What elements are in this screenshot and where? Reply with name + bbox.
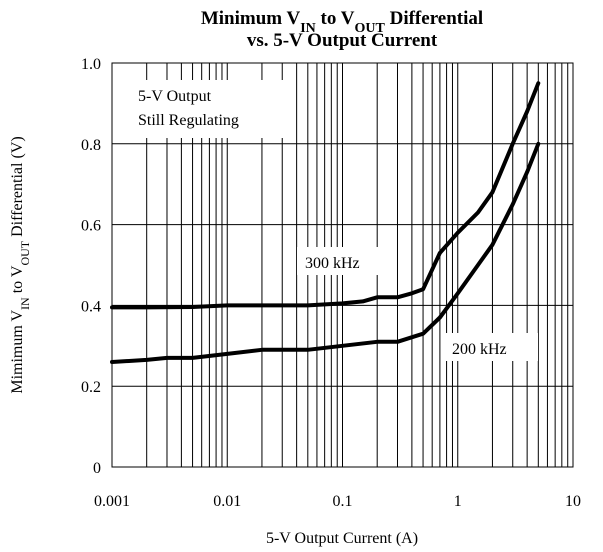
series-layer	[110, 81, 541, 364]
plot-frame	[111, 62, 574, 468]
regulating-note-line1: 5-V Output	[138, 88, 212, 105]
x-tick-label: 0.001	[94, 493, 130, 510]
y-axis-label: Mimimum VIN to VOUT Differential (V)	[9, 136, 32, 393]
label-300khz-box	[297, 247, 389, 275]
x-tick-label: 0.01	[213, 493, 241, 510]
x-tick-label: 1	[454, 493, 462, 510]
y-tick-label: 1.0	[81, 56, 101, 73]
regulating-note-box	[130, 80, 296, 138]
label-300khz: 300 kHz	[305, 255, 360, 272]
y-tick-label: 0.4	[81, 298, 101, 315]
x-axis-label: 5-V Output Current (A)	[266, 530, 418, 547]
x-tick-label: 0.1	[333, 493, 353, 510]
chart-title-line2: vs. 5-V Output Current	[247, 30, 438, 51]
series-line-200khz	[110, 141, 541, 364]
label-200khz-box	[444, 333, 538, 361]
y-tick-label: 0.8	[81, 137, 101, 154]
chart-title-line1: Minimum VIN to VOUT Differential	[201, 8, 483, 36]
series-line-300khz	[110, 81, 541, 310]
tick-labels: 0.001 0.01 0.1 1 10 0 0.2 0.4 0.6 0.8 1.0	[81, 56, 581, 510]
regulating-note-line2: Still Regulating	[138, 112, 239, 129]
label-200khz: 200 kHz	[452, 341, 507, 358]
x-tick-label: 10	[565, 493, 581, 510]
y-tick-label: 0.6	[81, 218, 101, 235]
y-tick-label: 0.2	[81, 379, 101, 396]
y-tick-label: 0	[93, 460, 101, 477]
